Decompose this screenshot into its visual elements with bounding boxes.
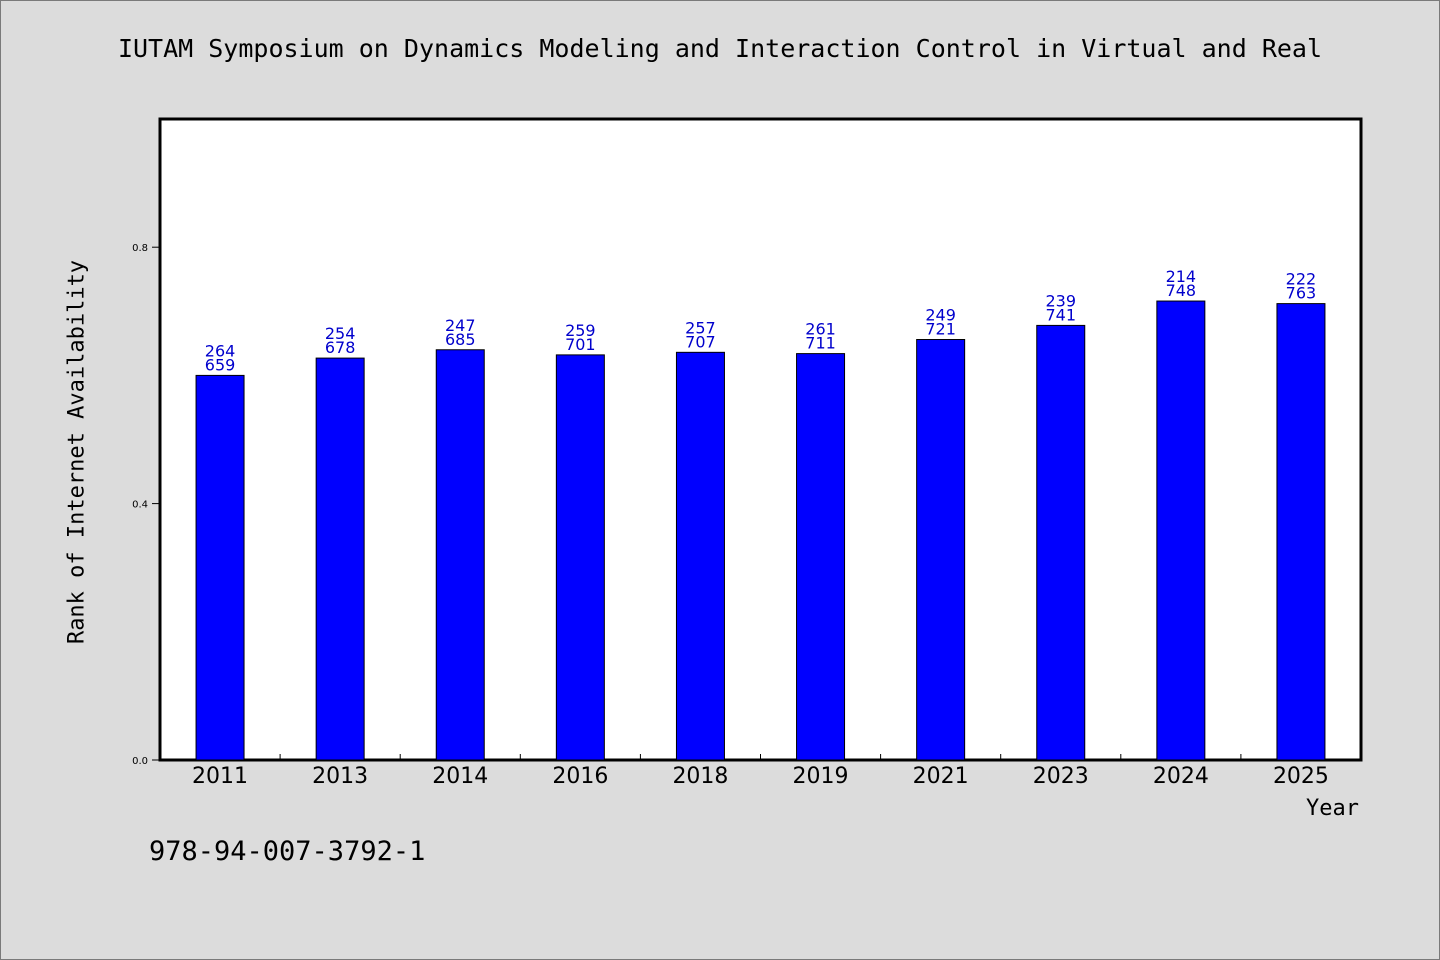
bar-label-top: 259 xyxy=(565,321,596,340)
bar xyxy=(675,351,725,761)
bar xyxy=(796,353,846,761)
bar-label-top: 249 xyxy=(925,306,956,325)
x-tick-label: 2025 xyxy=(1273,764,1329,789)
bar-label-top: 222 xyxy=(1286,270,1317,289)
bar-label-top: 264 xyxy=(205,341,236,360)
bar-series xyxy=(195,300,1326,761)
bar-label-bottom: 659 xyxy=(205,355,236,374)
bar xyxy=(195,374,245,761)
footer-isbn: 978-94-007-3792-1 xyxy=(149,836,426,867)
chart-title: IUTAM Symposium on Dynamics Modeling and… xyxy=(117,34,1323,63)
bar-label-bottom: 701 xyxy=(565,335,596,354)
y-axis: 0.0 0.4 0.8 xyxy=(132,243,160,767)
bar-label-bottom: 748 xyxy=(1166,281,1197,300)
bar-label-bottom: 685 xyxy=(445,330,476,349)
bar-label-bottom: 721 xyxy=(925,320,956,339)
bar xyxy=(315,357,365,761)
y-axis-label: Rank of Internet Availability xyxy=(64,259,90,645)
bar-label-top: 261 xyxy=(805,320,836,339)
bar xyxy=(555,354,605,761)
bar-label-top: 254 xyxy=(325,324,356,343)
x-tick-label: 2024 xyxy=(1153,764,1209,789)
y-tick-label: 0.8 xyxy=(132,243,148,254)
x-tick-label: 2023 xyxy=(1033,764,1089,789)
bar-label-bottom: 707 xyxy=(685,332,716,351)
bar-label-bottom: 711 xyxy=(805,334,836,353)
x-tick-label: 2016 xyxy=(552,764,608,789)
bar xyxy=(1036,324,1086,761)
x-tick-label: 2011 xyxy=(192,764,248,789)
bar-label-top: 214 xyxy=(1166,267,1197,286)
x-tick-label: 2021 xyxy=(913,764,969,789)
bar-label-top: 239 xyxy=(1045,291,1076,310)
bar xyxy=(1276,303,1326,761)
x-tick-label: 2018 xyxy=(672,764,728,789)
bar-label-bottom: 763 xyxy=(1286,284,1317,303)
y-tick-label: 0.4 xyxy=(132,500,148,511)
x-axis-label: Year xyxy=(1306,796,1359,821)
y-tick-label: 0.0 xyxy=(132,756,148,767)
x-tick-label: 2014 xyxy=(432,764,488,789)
bar xyxy=(435,349,485,761)
bar-label-bottom: 678 xyxy=(325,338,356,357)
bar-label-top: 247 xyxy=(445,316,476,335)
x-axis: 2011 2013 2014 2016 2018 2019 2021 2023 2024 2025 xyxy=(192,754,1329,789)
x-tick-label: 2013 xyxy=(312,764,368,789)
x-tick-label: 2019 xyxy=(793,764,849,789)
bar-label-bottom: 741 xyxy=(1045,305,1076,324)
bar xyxy=(916,339,966,761)
bar-label-top: 257 xyxy=(685,318,716,337)
bar xyxy=(1156,300,1206,761)
